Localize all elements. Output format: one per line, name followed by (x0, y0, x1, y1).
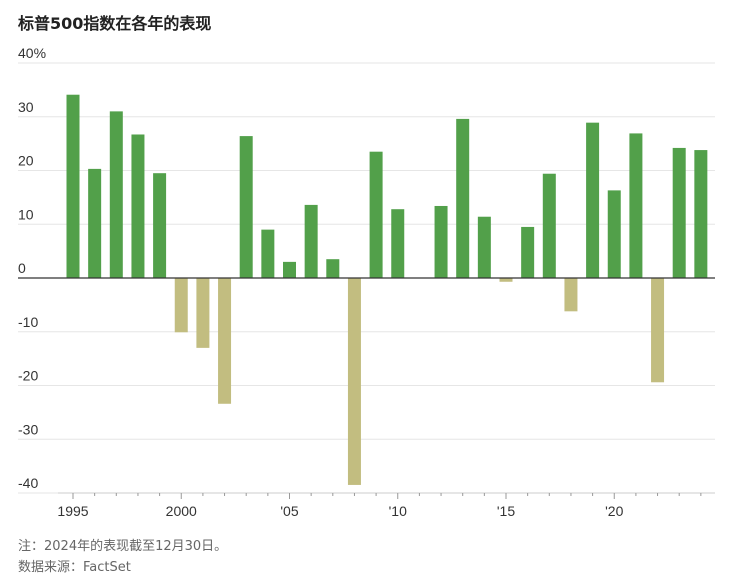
bar-2009 (369, 151, 383, 278)
bar-2013 (456, 118, 470, 279)
y-tick-label: 20 (18, 153, 34, 169)
x-tick-label: '10 (389, 503, 407, 519)
bar-2021 (629, 133, 643, 278)
y-tick-label: -10 (18, 314, 38, 330)
bar-2001 (196, 278, 210, 348)
y-tick-label: -40 (18, 475, 38, 491)
chart-title: 标普500指数在各年的表现 (18, 14, 212, 33)
bar-2007 (326, 259, 340, 278)
bar-2004 (261, 229, 275, 278)
x-axis-tick-labels: 1995 2000 '05 '10 '15 '20 (57, 503, 623, 519)
chart-source: 数据来源：FactSet (18, 560, 131, 575)
bar-2006 (304, 204, 318, 278)
axes (18, 277, 715, 499)
bar-2005 (283, 261, 296, 278)
x-tick-label: '05 (280, 503, 298, 519)
bar-2012 (434, 205, 448, 278)
chart-note: 注：2024年的表现截至12月30日。 (18, 539, 228, 554)
bar-2003 (239, 136, 253, 278)
y-tick-label: 0 (18, 260, 26, 276)
bars (66, 94, 708, 485)
x-tick-label: 2000 (166, 503, 197, 519)
bar-2024 (694, 150, 708, 278)
bar-1998 (131, 134, 145, 278)
x-tick-label: 1995 (57, 503, 88, 519)
bar-2015 (499, 278, 513, 282)
bar-2008 (347, 278, 361, 485)
bar-2018 (564, 278, 578, 312)
y-tick-label: -30 (18, 421, 38, 437)
bar-2022 (651, 278, 665, 383)
x-tick-label: '20 (605, 503, 623, 519)
bar-2002 (218, 278, 232, 404)
bar-2016 (521, 226, 535, 278)
y-tick-label: 30 (18, 99, 34, 115)
bar-2000 (174, 278, 188, 333)
x-tick-label: '15 (497, 503, 515, 519)
y-tick-label: 40% (18, 45, 46, 61)
bar-2010 (391, 209, 405, 278)
y-axis-tick-labels: 40% 30 20 10 0 -10 -20 -30 -40 (18, 45, 46, 491)
bar-2023 (672, 147, 686, 278)
bar-1997 (109, 111, 123, 278)
bar-2017 (542, 173, 556, 278)
y-tick-label: 10 (18, 206, 34, 222)
y-tick-label: -20 (18, 368, 38, 384)
bar-2019 (586, 122, 600, 278)
bar-2020 (607, 190, 621, 278)
bar-2014 (477, 216, 491, 278)
bar-1996 (88, 168, 102, 278)
bar-1999 (153, 173, 167, 278)
bar-1995 (66, 94, 80, 279)
